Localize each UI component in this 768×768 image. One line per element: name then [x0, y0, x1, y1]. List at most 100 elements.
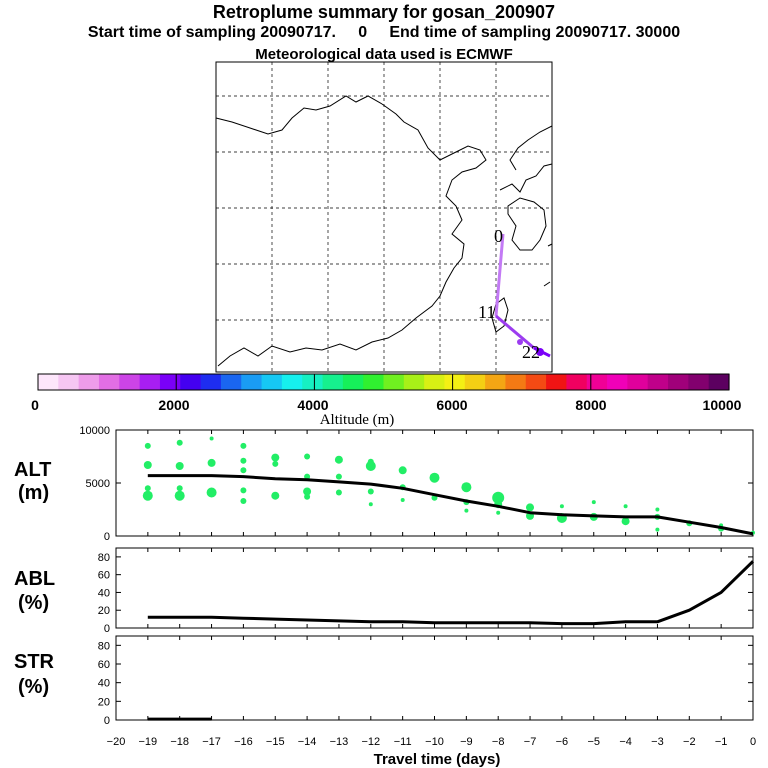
- coastlines: [215, 95, 553, 367]
- y-tick-label: 80: [98, 640, 110, 652]
- plot-frame: [115, 635, 754, 721]
- trajectory-segment: [495, 314, 535, 350]
- y-tick-label: 20: [98, 605, 110, 617]
- str-panel: 0 20 40 60 80: [98, 635, 754, 727]
- x-tick-label: −17: [202, 736, 221, 748]
- altitude-colorbar: [37, 373, 730, 391]
- y-tick-label: 0: [104, 623, 110, 635]
- altitude-scatter-point: [207, 458, 216, 467]
- str-panel-unit: (%): [18, 676, 49, 698]
- x-axis: −20 −19 −18 −17 −16 −15 −14 −13 −12 −11 −10 −9 −8 −7−…: [107, 736, 756, 748]
- colorbar-swatch: [78, 374, 100, 390]
- altitude-scatter-point: [461, 482, 472, 493]
- trajectory-label-11: 11: [478, 302, 495, 322]
- x-tick-label: −9: [460, 736, 473, 748]
- colorbar-swatch: [383, 374, 405, 390]
- altitude-scatter-point: [174, 490, 185, 501]
- colorbar-swatch: [241, 374, 263, 390]
- y-tick-label: 60: [98, 570, 110, 582]
- x-axis-title: Travel time (days): [374, 751, 501, 768]
- x-tick-label: −3: [651, 736, 664, 748]
- x-tick-label: −11: [394, 736, 412, 748]
- x-tick-label: −16: [234, 736, 253, 748]
- colorbar-swatch: [220, 374, 242, 390]
- colorbar-swatch: [647, 374, 669, 390]
- trajectory-path: 0 11 22: [478, 226, 551, 362]
- str-panel-label: STR: [14, 651, 55, 673]
- x-tick-label: −1: [715, 736, 728, 748]
- colorbar-swatch: [668, 374, 689, 390]
- altitude-scatter-point: [304, 473, 311, 480]
- y-tick-label: 20: [98, 696, 110, 708]
- colorbar-tick: 4000: [297, 397, 328, 413]
- altitude-scatter-point: [303, 487, 312, 496]
- alt-panel-label: ALT: [14, 459, 51, 481]
- abl-series-line: [147, 560, 755, 626]
- altitude-scatter-point: [400, 498, 405, 502]
- y-tick-label: 40: [98, 587, 110, 599]
- colorbar-swatch: [708, 374, 730, 390]
- colorbar-tick: 2000: [158, 397, 189, 413]
- altitude-scatter-point: [365, 461, 376, 471]
- altitude-scatter-point: [334, 455, 343, 464]
- altitude-scatter-point: [655, 527, 660, 532]
- x-tick-label: −7: [524, 736, 537, 748]
- altitude-scatter-point: [144, 485, 151, 492]
- y-tick-label: 60: [98, 659, 110, 671]
- colorbar-swatch: [525, 374, 547, 390]
- plot-frame: [115, 429, 754, 537]
- altitude-scatter-point: [335, 473, 342, 480]
- colorbar-swatch: [444, 374, 466, 390]
- altitude-panel: 0 5000 10000: [79, 425, 755, 543]
- colorbar-ticks: 0 2000 4000 6000 8000 10000: [31, 397, 742, 413]
- colorbar-swatch: [627, 374, 649, 390]
- met-data-note: Meteorological data used is ECMWF: [255, 46, 513, 63]
- colorbar-swatch: [98, 374, 120, 390]
- altitude-scatter-point: [175, 462, 184, 470]
- x-tick-label: −4: [619, 736, 632, 748]
- colorbar-swatch: [607, 374, 628, 390]
- map-frame: [215, 61, 553, 373]
- altitude-scatter-point: [240, 498, 247, 504]
- colorbar-swatch: [139, 374, 161, 390]
- abl-panel-label: ABL: [14, 568, 55, 590]
- colorbar-swatch: [200, 374, 222, 390]
- abl-panel-unit: (%): [18, 592, 49, 614]
- altitude-scatter-point: [144, 442, 151, 449]
- y-tick-label: 80: [98, 552, 110, 564]
- y-tick-label: 0: [104, 715, 110, 727]
- altitude-scatter-point: [398, 466, 407, 475]
- x-tick-label: −14: [298, 736, 317, 748]
- altitude-scatter-point: [464, 508, 469, 513]
- colorbar-swatch: [688, 374, 710, 390]
- colorbar-swatch: [322, 374, 344, 390]
- colorbar-swatch: [586, 374, 608, 390]
- altitude-scatter-point: [335, 489, 342, 496]
- trajectory-label-0: 0: [494, 226, 503, 246]
- colorbar-swatch: [261, 374, 283, 390]
- altitude-scatter-point: [176, 485, 183, 492]
- altitude-scatter-point: [176, 439, 183, 446]
- colorbar-swatch: [566, 374, 588, 390]
- colorbar-swatch: [38, 374, 59, 390]
- x-tick-label: −5: [587, 736, 600, 748]
- x-tick-label: −6: [556, 736, 569, 748]
- colorbar-swatch: [281, 374, 303, 390]
- colorbar-tick: 10000: [703, 397, 742, 413]
- altitude-scatter-point: [240, 467, 247, 474]
- altitude-scatter-point: [206, 487, 217, 498]
- altitude-scatter-point: [492, 491, 505, 504]
- altitude-scatter-point: [304, 453, 311, 460]
- altitude-scatter-point: [526, 503, 534, 512]
- trajectory-segment: [494, 233, 505, 317]
- colorbar-tick: 6000: [436, 397, 467, 413]
- altitude-scatter-point: [272, 460, 279, 467]
- colorbar-swatch: [342, 374, 364, 390]
- colorbar-swatch: [180, 374, 202, 390]
- altitude-scatter-point: [621, 517, 630, 526]
- y-tick-label: 0: [104, 531, 110, 543]
- x-tick-label: −12: [361, 736, 380, 748]
- altitude-scatter-point: [271, 491, 280, 500]
- colorbar-swatch: [485, 374, 507, 390]
